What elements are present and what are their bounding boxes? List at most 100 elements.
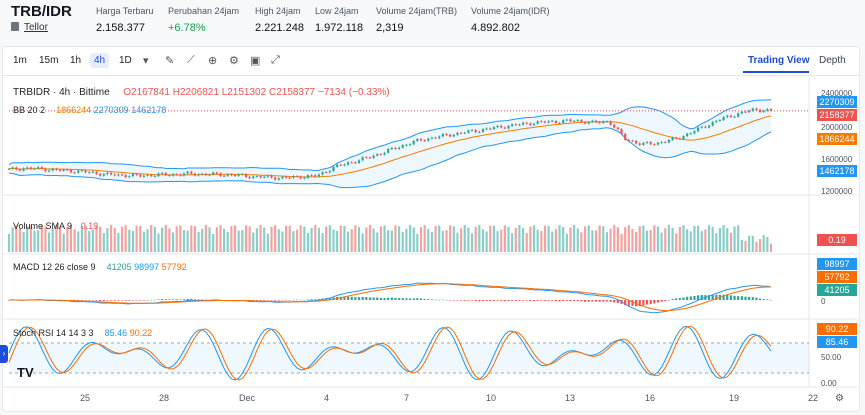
compare-icon[interactable]: ⊕ <box>208 55 218 67</box>
volume-bar <box>91 229 94 252</box>
tradingview-logo[interactable]: TV <box>17 365 34 380</box>
volume-bar <box>565 233 568 252</box>
candle <box>500 125 503 128</box>
macd-histogram-bar <box>441 299 444 301</box>
macd-histogram-bar <box>740 296 743 300</box>
candle <box>707 125 711 128</box>
macd-line <box>8 282 772 314</box>
macd-line-label: 57792 <box>817 271 857 283</box>
macd-histogram-bar <box>693 295 696 300</box>
candle <box>481 129 485 132</box>
macd-histogram-bar <box>744 296 747 300</box>
coin-name-link[interactable]: Tellor <box>11 22 48 33</box>
candle <box>372 155 375 158</box>
indicator-icon[interactable]: ⟋ <box>187 54 195 66</box>
settings-gear-icon[interactable]: ⚙ <box>835 393 844 404</box>
candle <box>109 172 113 175</box>
chart-container[interactable]: 1m 15m 1h 4h 1D ▾ ✎ ⟋ ⊕ ⚙ ▣ ⤢ Trading View D… <box>0 46 860 412</box>
candle <box>332 166 335 172</box>
macd-histogram-bar <box>171 299 175 300</box>
timeframe-1D[interactable]: 1D <box>119 55 132 66</box>
macd-histogram-bar <box>255 300 259 301</box>
candle <box>346 162 350 165</box>
volume-bar <box>102 233 105 252</box>
volume-bar <box>66 226 69 252</box>
save-icon[interactable]: ▣ <box>250 55 261 67</box>
tab-trading-view[interactable]: Trading View <box>748 55 810 66</box>
volume-bar <box>379 226 382 252</box>
collapse-panel-handle[interactable]: › <box>0 345 8 363</box>
volume-bar <box>547 225 550 252</box>
candle <box>33 168 36 170</box>
timeframe-4h[interactable]: 4h <box>90 53 110 68</box>
volume-bar <box>704 229 707 252</box>
volume-bar <box>62 233 65 252</box>
macd-histogram-bar <box>580 300 583 302</box>
macd-histogram-bar <box>569 300 572 302</box>
candle <box>616 127 619 130</box>
candle <box>576 120 579 122</box>
tab-depth[interactable]: Depth <box>819 55 846 66</box>
volume-legend: Volume SMA 9 0.19 <box>13 221 99 231</box>
volume-bar <box>478 225 481 252</box>
timeframe-15m[interactable]: 15m <box>39 55 59 66</box>
volume-bar <box>372 228 375 252</box>
volume-bar <box>314 225 317 252</box>
candle <box>142 175 145 177</box>
fullscreen-icon[interactable]: ⤢ <box>271 54 280 66</box>
candle <box>427 138 430 141</box>
candle <box>113 174 116 176</box>
candle <box>696 127 700 132</box>
macd-histogram-bar <box>357 297 361 300</box>
volume-bar <box>208 227 211 252</box>
macd-histogram-bar <box>346 296 350 300</box>
price-chart[interactable] <box>3 47 859 411</box>
bb-upper-line <box>8 99 771 172</box>
volume-bar <box>737 225 740 252</box>
pencil-icon[interactable]: ✎ <box>165 55 175 67</box>
macd-histogram-bar <box>605 300 609 302</box>
timeframe-1m[interactable]: 1m <box>13 55 27 66</box>
timeframe-1h[interactable]: 1h <box>70 55 82 66</box>
volume-bar <box>390 230 393 252</box>
macd-histogram-bar <box>376 297 379 300</box>
candle <box>554 120 557 123</box>
macd-histogram-bar <box>179 299 182 300</box>
volume-bar <box>456 232 459 252</box>
candle <box>285 176 288 178</box>
volume-bar <box>558 225 561 252</box>
volume-bar <box>350 229 353 252</box>
macd-histogram-bar <box>449 300 452 301</box>
candle <box>325 172 328 174</box>
macd-histogram-bar <box>638 300 641 307</box>
volume-bar <box>383 225 386 252</box>
volume-bar <box>613 225 616 252</box>
x-axis-label: 4 <box>324 393 330 403</box>
volume-bar <box>573 225 576 252</box>
candle <box>62 169 65 171</box>
macd-histogram-bar <box>543 300 547 301</box>
volume-bar <box>48 232 51 252</box>
volume-bar <box>700 231 703 252</box>
price-tick: 1600000 <box>821 155 853 164</box>
macd-histogram-bar <box>554 300 557 302</box>
volume-bar <box>489 225 492 252</box>
macd-histogram-bar <box>514 300 517 301</box>
candle <box>379 154 382 156</box>
volume-bar <box>693 225 696 252</box>
macd-histogram-bar <box>317 299 320 300</box>
candle <box>416 138 419 141</box>
volume-bar <box>591 230 594 252</box>
volume-bar <box>128 229 131 252</box>
dropdown-icon[interactable]: ▾ <box>143 55 149 67</box>
candle <box>128 176 131 178</box>
settings-icon[interactable]: ⚙ <box>229 55 239 67</box>
candle <box>769 109 773 111</box>
candle <box>270 175 273 178</box>
candle <box>762 110 765 112</box>
candle <box>547 121 550 123</box>
candle <box>219 173 222 177</box>
volume-bar <box>401 232 404 252</box>
macd-histogram-bar <box>292 299 295 301</box>
macd-histogram-bar <box>430 299 434 300</box>
